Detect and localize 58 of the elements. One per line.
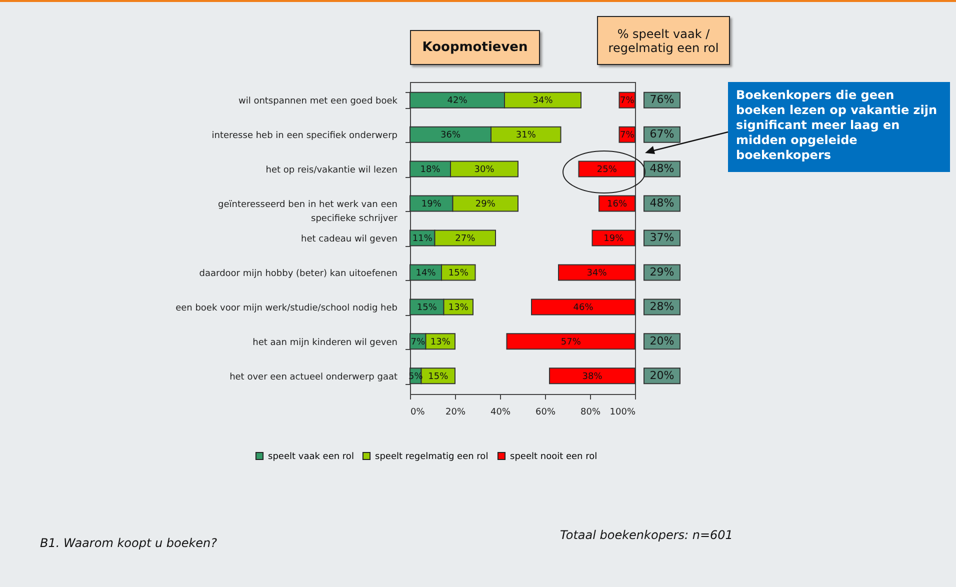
data-label: 34% bbox=[586, 268, 608, 278]
legend-label: speelt regelmatig een rol bbox=[375, 452, 488, 462]
x-tick-label: 100% bbox=[610, 408, 636, 418]
data-label: 46% bbox=[573, 302, 594, 313]
x-tick-label: 40% bbox=[490, 408, 511, 418]
data-label: 29% bbox=[475, 200, 496, 210]
data-label: 31% bbox=[516, 130, 536, 141]
text: Totaal boekenkopers: n=601 bbox=[560, 528, 733, 542]
data-label: 15% bbox=[448, 268, 469, 278]
y-tick-label: het over een actueel onderwerp gaat bbox=[230, 372, 398, 382]
y-tick-label: wil ontspannen met een goed boek bbox=[238, 96, 398, 107]
data-label: 30% bbox=[474, 165, 495, 176]
data-label: 34% bbox=[532, 96, 554, 106]
text: % speelt vaak / regelmatig een rol bbox=[597, 16, 730, 65]
data-label: 19% bbox=[421, 200, 442, 210]
data-label: 38% bbox=[582, 372, 603, 382]
y-tick-label: een boek voor mijn werk/studie/school nodig heb bbox=[176, 303, 398, 314]
data-label: 19% bbox=[604, 234, 624, 244]
text: Boekenkopers die geen boeken lezen op vakantie zijn significant meer laag en midden opgeleide boekenkopers bbox=[728, 82, 950, 172]
y-tick-label: het cadeau wil geven bbox=[301, 234, 398, 244]
data-label: 27% bbox=[455, 234, 476, 244]
text: 20% bbox=[650, 368, 674, 382]
text: B1. Waarom koopt u boeken? bbox=[40, 536, 218, 550]
data-label: 7% bbox=[620, 130, 635, 141]
data-label: 42% bbox=[447, 96, 468, 106]
y-tick-label: geïnteresseerd ben in het werk van een specifieke schrijver bbox=[218, 200, 398, 224]
x-tick-label: 60% bbox=[535, 408, 556, 418]
data-label: 36% bbox=[440, 130, 461, 141]
data-label: 13% bbox=[448, 302, 469, 313]
legend-label: speelt vaak een rol bbox=[268, 452, 354, 462]
data-label: 25% bbox=[596, 165, 618, 176]
text: 37% bbox=[650, 231, 674, 244]
data-label: 7% bbox=[410, 337, 426, 348]
y-tick-label: daardoor mijn hobby (beter) kan uitoefenen bbox=[199, 268, 398, 279]
text: 48% bbox=[650, 196, 674, 210]
x-tick-label: 0% bbox=[410, 408, 426, 418]
data-label: 11% bbox=[412, 234, 433, 244]
data-label: 57% bbox=[560, 337, 582, 348]
text: 20% bbox=[650, 334, 674, 348]
text: 48% bbox=[650, 162, 674, 176]
text: 76% bbox=[650, 93, 674, 106]
data-label: 16% bbox=[606, 200, 628, 210]
text: 67% bbox=[650, 128, 674, 141]
data-label: 7% bbox=[620, 96, 635, 106]
data-label: 15% bbox=[416, 302, 438, 313]
text: 28% bbox=[650, 300, 674, 313]
text: 29% bbox=[650, 265, 674, 278]
chart-title: Koopmotieven bbox=[410, 30, 540, 65]
data-label: 14% bbox=[416, 268, 436, 278]
x-tick-label: 80% bbox=[580, 408, 601, 418]
y-tick-label: het op reis/vakantie wil lezen bbox=[266, 166, 398, 176]
data-label: 15% bbox=[428, 372, 449, 382]
y-tick-label: het aan mijn kinderen wil geven bbox=[252, 338, 398, 348]
x-tick-label: 20% bbox=[445, 408, 466, 418]
legend-label: speelt nooit een rol bbox=[510, 452, 598, 462]
data-label: 18% bbox=[420, 165, 441, 176]
y-tick-label: interesse heb in een specifiek onderwerp bbox=[212, 131, 398, 142]
data-label: 13% bbox=[430, 337, 451, 348]
